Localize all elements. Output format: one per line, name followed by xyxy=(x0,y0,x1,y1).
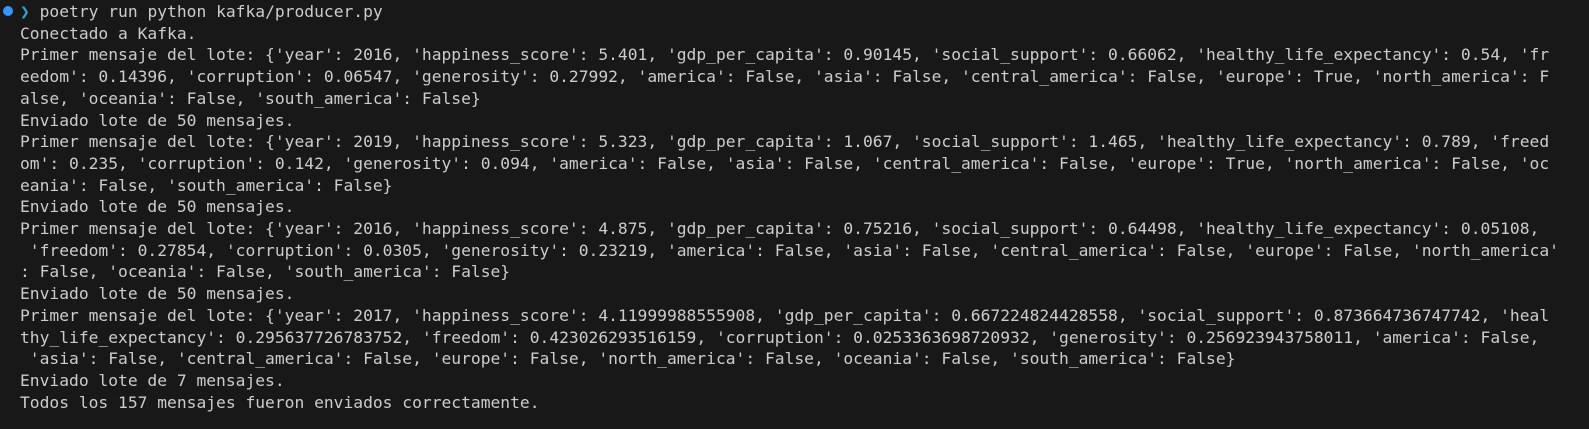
output-line: 'freedom': 0.27854, 'corruption': 0.0305… xyxy=(20,240,1559,260)
output-line: alse, 'oceania': False, 'south_america':… xyxy=(20,88,481,108)
output-line: om': 0.235, 'corruption': 0.142, 'genero… xyxy=(20,153,1550,173)
output-line: Primer mensaje del lote: {'year': 2016, … xyxy=(20,219,1540,238)
output-line: eania': False, 'south_america': False} xyxy=(20,175,393,195)
output-line: eedom': 0.14396, 'corruption': 0.06547, … xyxy=(20,67,1550,87)
prompt-symbol: ❯ xyxy=(20,2,30,21)
output-line: Enviado lote de 50 mensajes. xyxy=(20,284,295,304)
output-line: Enviado lote de 50 mensajes. xyxy=(20,197,295,217)
output-line: Primer mensaje del lote: {'year': 2017, … xyxy=(20,305,1550,325)
output-line: thy_life_expectancy': 0.295637726783752,… xyxy=(20,327,1540,347)
command: poetry run python kafka/producer.py xyxy=(39,2,383,21)
status-dot xyxy=(3,6,13,16)
prompt-line: ❯ poetry run python kafka/producer.py xyxy=(20,1,383,23)
output-line: : False, 'oceania': False, 'south_americ… xyxy=(20,262,511,282)
output-line: Primer mensaje del lote: {'year': 2016, … xyxy=(20,45,1550,65)
output-line: Primer mensaje del lote: {'year': 2019, … xyxy=(20,132,1550,152)
output-line: Conectado a Kafka. xyxy=(20,23,197,43)
output-line: Enviado lote de 7 mensajes. xyxy=(20,370,285,390)
output-line: Enviado lote de 50 mensajes. xyxy=(20,110,295,130)
output-line: 'asia': False, 'central_america': False,… xyxy=(20,349,1236,369)
output-line: Todos los 157 mensajes fueron enviados c… xyxy=(20,392,540,412)
